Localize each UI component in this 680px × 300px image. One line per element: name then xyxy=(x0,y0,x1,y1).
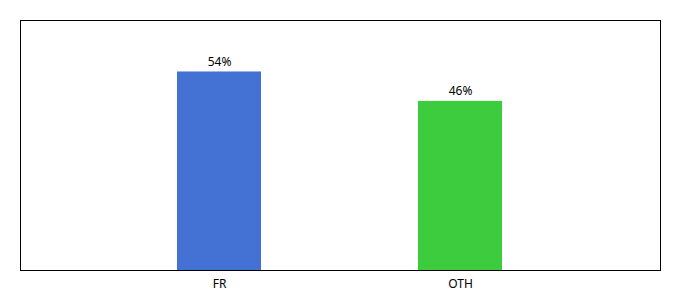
svg-text:54%: 54% xyxy=(208,53,232,70)
svg-text:FR: FR xyxy=(213,275,227,292)
svg-text:OTH: OTH xyxy=(448,275,473,292)
svg-text:46%: 46% xyxy=(449,82,473,99)
